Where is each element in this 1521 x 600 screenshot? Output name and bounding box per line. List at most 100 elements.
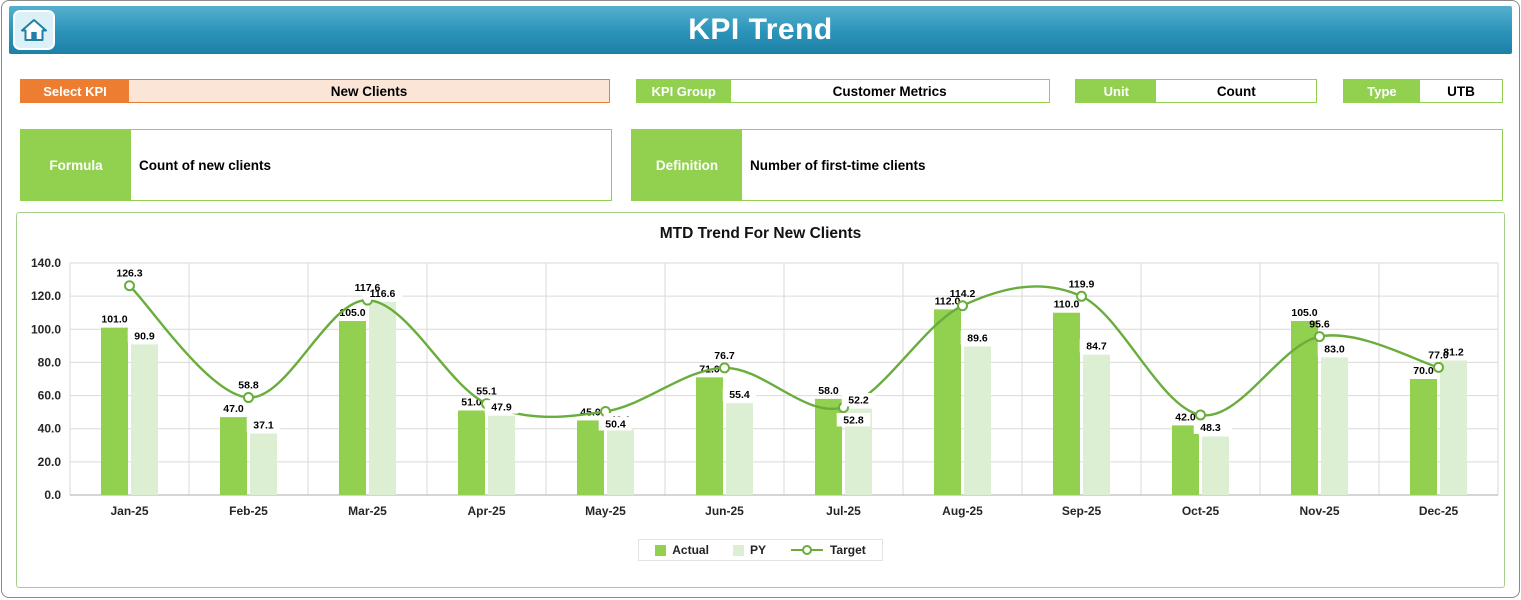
x-axis-label: Jul-25 — [826, 504, 861, 518]
legend-swatch-py — [732, 544, 744, 556]
actual-value-label: 110.0 — [1053, 299, 1079, 311]
bar-actual — [457, 410, 485, 495]
x-axis-label: May-25 — [585, 504, 626, 518]
legend-swatch-target-icon — [790, 545, 823, 555]
target-value-label: 95.6 — [1309, 319, 1330, 331]
target-value-label: 48.3 — [1200, 422, 1221, 434]
legend-swatch-actual — [655, 544, 667, 556]
target-value-label: 58.8 — [238, 380, 259, 392]
bar-actual — [100, 327, 128, 495]
select-kpi-control: Select KPI New Clients — [20, 79, 610, 103]
y-axis-label: 0.0 — [44, 488, 61, 502]
x-axis-label: Aug-25 — [942, 504, 983, 518]
value-label-bg — [246, 418, 280, 432]
unit-value: Count — [1156, 80, 1317, 102]
value-label-bg — [362, 286, 402, 300]
py-value-label: 55.4 — [729, 389, 750, 401]
chart-panel: MTD Trend For New Clients 0.0 20.0 40.0 60.… — [16, 212, 1505, 588]
target-marker — [1432, 361, 1444, 373]
formula-row: Formula Count of new clients Definition … — [2, 129, 1519, 201]
legend-label-target: Target — [829, 543, 866, 557]
select-kpi-button[interactable]: Select KPI — [21, 80, 129, 102]
value-label-bg — [722, 387, 756, 402]
target-marker — [1075, 290, 1087, 302]
target-value-label: 114.2 — [949, 288, 975, 300]
target-value-label: 50.4 — [605, 418, 626, 430]
actual-value-label: 42.0 — [1175, 411, 1196, 423]
bar-actual — [219, 417, 247, 495]
bar-actual — [933, 309, 961, 495]
home-icon — [21, 19, 47, 41]
bar-py — [1201, 436, 1229, 495]
actual-value-label: 51.0 — [461, 396, 482, 408]
target-marker — [242, 392, 254, 404]
actual-value-label: 58.0 — [818, 385, 839, 397]
py-value-label: 89.6 — [967, 333, 988, 345]
bar-actual — [338, 321, 366, 495]
bar-actual — [576, 420, 604, 495]
x-axis-label: Sep-25 — [1061, 504, 1101, 518]
legend-item-actual: Actual — [655, 543, 709, 557]
definition-control: Definition Number of first-time clients — [631, 129, 1503, 201]
value-label-bg — [1193, 420, 1227, 434]
bar-py — [606, 428, 634, 495]
y-axis-label: 140.0 — [30, 256, 60, 270]
y-axis-label: 40.0 — [37, 422, 61, 436]
y-axis-label: 100.0 — [30, 322, 60, 336]
bar-actual — [1409, 379, 1437, 495]
actual-value-label: 112.0 — [934, 295, 960, 307]
bar-py — [487, 415, 515, 495]
legend-item-py: PY — [732, 543, 766, 557]
target-marker — [718, 362, 730, 374]
target-marker — [1194, 409, 1206, 421]
value-label-bg — [598, 416, 632, 431]
actual-value-label: 101.0 — [101, 314, 127, 326]
unit-label: Unit — [1076, 80, 1157, 102]
bar-actual — [1171, 425, 1199, 495]
target-value-label: 55.1 — [476, 386, 497, 398]
actual-value-label: 70.0 — [1413, 365, 1434, 377]
formula-value: Count of new clients — [131, 130, 611, 200]
target-value-label: 77.0 — [1428, 349, 1449, 361]
py-value-label: 81.2 — [1443, 346, 1464, 358]
actual-value-label: 105.0 — [339, 307, 365, 319]
target-value-label: 76.7 — [714, 350, 735, 362]
kpi-group-control: KPI Group Customer Metrics — [635, 79, 1050, 103]
value-label-bg — [127, 328, 161, 343]
value-label-bg — [484, 400, 518, 414]
bar-py — [368, 301, 396, 495]
bar-py — [963, 346, 991, 495]
x-axis-label: Dec-25 — [1418, 504, 1458, 518]
x-axis-label: Oct-25 — [1181, 504, 1219, 518]
target-marker — [1313, 331, 1325, 343]
target-value-label: 119.9 — [1068, 278, 1094, 290]
definition-value: Number of first-time clients — [742, 130, 1502, 200]
y-axis-label: 60.0 — [37, 389, 61, 403]
bar-actual — [695, 377, 723, 495]
legend-label-py: PY — [749, 543, 766, 557]
value-label-bg — [836, 413, 870, 427]
page-title: KPI Trend — [688, 13, 833, 46]
bar-py — [1439, 360, 1467, 495]
bar-py — [725, 403, 753, 495]
formula-control: Formula Count of new clients — [20, 129, 612, 201]
x-axis-label: Feb-25 — [229, 504, 268, 518]
unit-control: Unit Count — [1075, 79, 1318, 103]
chart-title: MTD Trend For New Clients — [659, 225, 862, 242]
value-label-bg — [1436, 344, 1470, 359]
bar-py — [249, 433, 277, 495]
py-value-label: 83.0 — [1324, 343, 1345, 355]
py-value-label: 47.9 — [491, 402, 512, 414]
x-axis-label: Mar-25 — [348, 504, 387, 518]
chart-legend: Actual PY Target — [638, 539, 883, 561]
value-label-bg — [960, 331, 994, 345]
select-kpi-value[interactable]: New Clients — [129, 80, 609, 102]
bar-py — [1320, 357, 1348, 495]
bar-py — [130, 344, 158, 495]
y-axis-label: 20.0 — [37, 455, 61, 469]
home-button[interactable] — [13, 10, 55, 50]
target-value-label: 126.3 — [116, 268, 142, 280]
legend-label-actual: Actual — [672, 543, 709, 557]
x-axis-label: Apr-25 — [467, 504, 505, 518]
